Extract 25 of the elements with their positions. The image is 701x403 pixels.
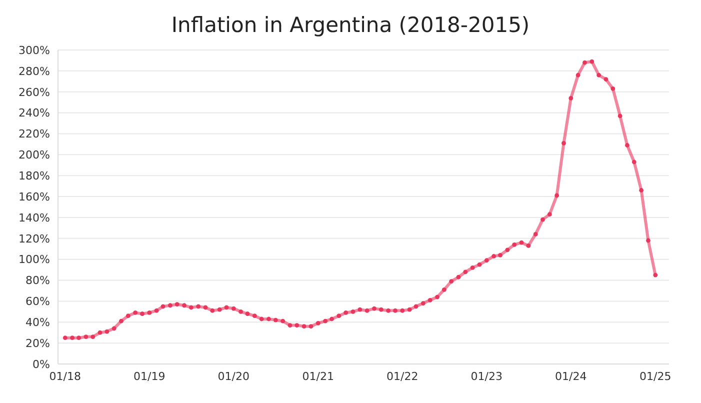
y-tick-label: 280% [18, 64, 50, 78]
y-tick-label: 200% [18, 148, 50, 162]
y-tick-label: 160% [18, 190, 50, 204]
y-tick-label: 120% [18, 232, 50, 246]
x-tick-label: 01/19 [134, 370, 166, 383]
x-tick-label: 01/22 [386, 370, 418, 383]
y-tick-label: 220% [18, 128, 50, 141]
x-tick-label: 01/24 [555, 370, 587, 383]
x-tick-label: 01/20 [218, 370, 250, 383]
y-tick-label: 240% [18, 106, 50, 120]
y-tick-label: 100% [18, 253, 50, 266]
y-tick-label: 300% [18, 44, 50, 57]
y-tick-label: 60% [26, 295, 50, 308]
y-tick-label: 40% [26, 316, 50, 330]
y-tick-label: 140% [18, 211, 50, 224]
x-tick-label: 01/18 [49, 370, 82, 383]
y-tick-label: 20% [26, 336, 50, 350]
y-tick-label: 260% [18, 86, 50, 99]
x-tick-label: 01/23 [470, 370, 502, 383]
x-tick-label: 01/25 [640, 370, 672, 383]
y-tick-label: 80% [26, 274, 50, 288]
y-tick-label: 180% [18, 170, 50, 183]
chart-title: Inflation in Argentina (2018-2015) [170, 12, 531, 39]
x-tick-label: 01/21 [302, 370, 334, 383]
y-tick-label: 0% [32, 358, 50, 371]
